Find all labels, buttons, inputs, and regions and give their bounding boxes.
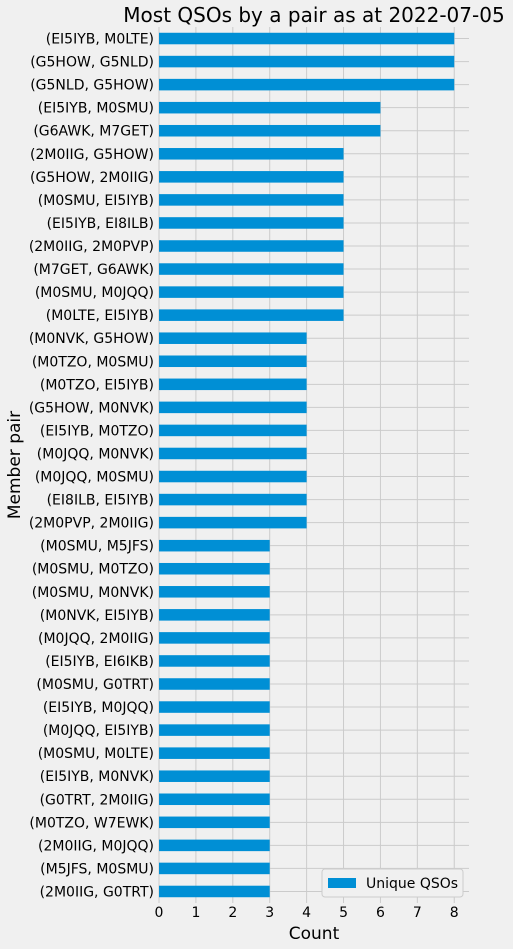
y-tick-label: (M0SMU, M0JQQ) [35, 285, 154, 301]
legend-label: Unique QSOs [366, 876, 458, 892]
bar [159, 793, 270, 806]
bar [159, 55, 455, 68]
bar [159, 309, 344, 321]
chart-title: Most QSOs by a pair as at 2022-07-05 [123, 3, 504, 27]
bar [159, 609, 270, 621]
y-tick-label: (M0NVK, G5HOW) [29, 331, 154, 347]
bar [159, 424, 307, 437]
bar [159, 217, 344, 229]
y-tick-label: (2M0PVP, 2M0IIG) [29, 516, 154, 532]
y-tick-label: (M0SMU, G0TRT) [36, 677, 154, 693]
y-tick-label: (M0JQQ, M0SMU) [35, 470, 154, 486]
y-tick-label: (G5NLD, G5HOW) [30, 78, 154, 94]
bars [159, 32, 455, 898]
y-tick-label: (EI5IYB, EI6IKB) [45, 654, 154, 670]
x-tick-label: 3 [265, 905, 274, 921]
bar [159, 747, 270, 759]
y-tick-label: (G5HOW, G5NLD) [30, 55, 154, 71]
x-tick-label: 2 [228, 905, 237, 921]
bar [159, 539, 270, 552]
bar [159, 194, 344, 206]
y-tick-label: (2M0IIG, G5HOW) [30, 147, 154, 163]
y-tick-label: (M0SMU, M0TZO) [32, 562, 154, 578]
bar [159, 655, 270, 667]
y-tick-label: (M0JQQ, EI5IYB) [43, 723, 154, 739]
x-tick-label: 5 [339, 905, 348, 921]
y-tick-label: (M0SMU, EI5IYB) [38, 193, 154, 209]
x-tick-label: 1 [191, 905, 200, 921]
bar [159, 101, 381, 114]
y-tick-label: (2M0IIG, G0TRT) [40, 884, 154, 900]
bar [159, 124, 381, 137]
bar [159, 678, 270, 690]
y-tick-label: (M0SMU, M0NVK) [32, 585, 154, 601]
y-tick-label: (M0TZO, EI5IYB) [40, 377, 154, 393]
legend-swatch [328, 878, 356, 888]
bar [159, 724, 270, 736]
y-tick-label: (G5HOW, M0NVK) [29, 400, 154, 416]
bar [159, 32, 455, 45]
y-axis-label: Member pair [5, 411, 25, 519]
y-tick-label: (EI5IYB, M0TZO) [40, 423, 154, 439]
bar [159, 78, 455, 91]
y-tick-label: (G5HOW, 2M0IIG) [30, 170, 154, 186]
y-tick-label: (M0JQQ, M0NVK) [37, 446, 154, 462]
bar [159, 516, 307, 529]
x-tick-label: 4 [302, 905, 311, 921]
bar [159, 355, 307, 368]
y-tick-label: (EI5IYB, M0SMU) [38, 101, 154, 117]
bar [159, 470, 307, 483]
bar [159, 378, 307, 391]
y-tick-label: (M0LTE, EI5IYB) [46, 308, 154, 324]
x-tick-labels: 0 1 2 3 4 5 6 7 8 [155, 905, 459, 921]
x-tick-label: 0 [155, 905, 164, 921]
x-tick-label: 6 [376, 905, 385, 921]
y-tick-label: (EI5IYB, EI8ILB) [47, 216, 154, 232]
bar [159, 816, 270, 829]
bar [159, 401, 307, 414]
y-tick-label: (M0SMU, M5JFS) [40, 539, 154, 555]
bar [159, 171, 344, 183]
y-tick-label: (2M0IIG, 2M0PVP) [29, 239, 154, 255]
legend-frame [321, 868, 464, 898]
y-tick-label: (M0NVK, EI5IYB) [40, 608, 154, 624]
bar [159, 701, 270, 713]
bar [159, 447, 307, 460]
y-tick-label: (M5JFS, M0SMU) [40, 861, 154, 877]
bar [159, 562, 270, 575]
y-tick-label: (2M0IIG, M0JQQ) [38, 838, 154, 854]
bar [159, 240, 344, 252]
bar [159, 586, 270, 598]
bar [159, 263, 344, 275]
y-tick-label: (M7GET, G6AWK) [33, 262, 154, 278]
x-tick-label: 7 [413, 905, 422, 921]
x-tick-label: 8 [450, 905, 459, 921]
bar [159, 839, 270, 852]
bar [159, 493, 307, 506]
legend: Unique QSOs [321, 868, 464, 898]
y-tick-label: (G6AWK, M7GET) [33, 124, 154, 140]
bar [159, 332, 307, 344]
y-tick-label: (M0SMU, M0LTE) [38, 746, 154, 762]
bar [159, 632, 270, 644]
bar [159, 148, 344, 160]
x-axis-label: Count [289, 924, 340, 944]
y-tick-label: (M0TZO, M0SMU) [32, 354, 154, 370]
y-tick-label: (M0JQQ, 2M0IIG) [38, 631, 154, 647]
y-tick-label: (EI5IYB, M0NVK) [40, 769, 154, 785]
y-tick-label: (G0TRT, 2M0IIG) [40, 792, 154, 808]
y-tick-label: (EI5IYB, M0JQQ) [43, 700, 154, 716]
y-tick-label: (EI8ILB, EI5IYB) [47, 493, 154, 509]
bar [159, 885, 270, 898]
bar [159, 770, 270, 782]
bar [159, 862, 270, 875]
y-tick-label: (M0TZO, W7EWK) [29, 815, 154, 831]
bar [159, 286, 344, 298]
y-tick-label: (EI5IYB, M0LTE) [46, 32, 154, 48]
y-tick-labels: (EI5IYB, M0LTE) (G5HOW, G5NLD) (G5NLD, G5H… [29, 32, 154, 901]
